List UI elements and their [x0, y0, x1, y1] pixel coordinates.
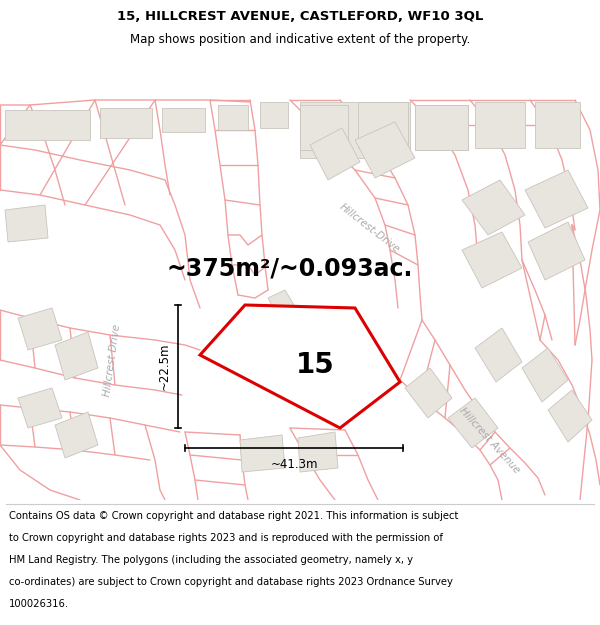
Text: Map shows position and indicative extent of the property.: Map shows position and indicative extent… [130, 32, 470, 46]
Polygon shape [462, 180, 525, 235]
Polygon shape [448, 398, 498, 448]
Polygon shape [240, 435, 285, 472]
Text: HM Land Registry. The polygons (including the associated geometry, namely x, y: HM Land Registry. The polygons (includin… [9, 555, 413, 565]
Polygon shape [355, 122, 415, 178]
Polygon shape [55, 332, 98, 380]
Text: Contains OS data © Crown copyright and database right 2021. This information is : Contains OS data © Crown copyright and d… [9, 511, 458, 521]
Polygon shape [200, 305, 400, 428]
Text: Hillcrest Avenue: Hillcrest Avenue [458, 405, 522, 475]
Polygon shape [300, 105, 348, 150]
Text: co-ordinates) are subject to Crown copyright and database rights 2023 Ordnance S: co-ordinates) are subject to Crown copyr… [9, 577, 453, 587]
Polygon shape [268, 290, 300, 324]
Polygon shape [5, 205, 48, 242]
Polygon shape [100, 108, 152, 138]
Polygon shape [475, 102, 525, 148]
Polygon shape [5, 110, 90, 140]
Text: 15, HILLCREST AVENUE, CASTLEFORD, WF10 3QL: 15, HILLCREST AVENUE, CASTLEFORD, WF10 3… [117, 10, 483, 23]
Polygon shape [260, 102, 288, 128]
Polygon shape [535, 102, 580, 148]
Polygon shape [405, 368, 452, 418]
Text: Hillcrest-Drive: Hillcrest-Drive [338, 201, 402, 254]
Text: to Crown copyright and database rights 2023 and is reproduced with the permissio: to Crown copyright and database rights 2… [9, 533, 443, 543]
Polygon shape [415, 105, 468, 150]
Polygon shape [18, 388, 62, 428]
Text: ~375m²/~0.093ac.: ~375m²/~0.093ac. [167, 256, 413, 280]
Text: 15: 15 [296, 351, 334, 379]
Polygon shape [528, 222, 585, 280]
Text: ~41.3m: ~41.3m [270, 458, 318, 471]
Text: ~22.5m: ~22.5m [157, 342, 170, 390]
Polygon shape [462, 232, 522, 288]
Polygon shape [55, 412, 98, 458]
Text: Hillcrest Drive: Hillcrest Drive [102, 323, 122, 397]
Polygon shape [162, 108, 205, 132]
Text: 100026316.: 100026316. [9, 599, 69, 609]
Polygon shape [18, 308, 62, 350]
Polygon shape [300, 102, 410, 158]
Polygon shape [522, 348, 568, 402]
Polygon shape [218, 105, 248, 130]
Polygon shape [310, 128, 360, 180]
Polygon shape [548, 390, 592, 442]
Polygon shape [415, 105, 468, 150]
Polygon shape [298, 432, 338, 472]
Polygon shape [475, 328, 522, 382]
Polygon shape [525, 170, 588, 228]
Polygon shape [358, 102, 408, 148]
